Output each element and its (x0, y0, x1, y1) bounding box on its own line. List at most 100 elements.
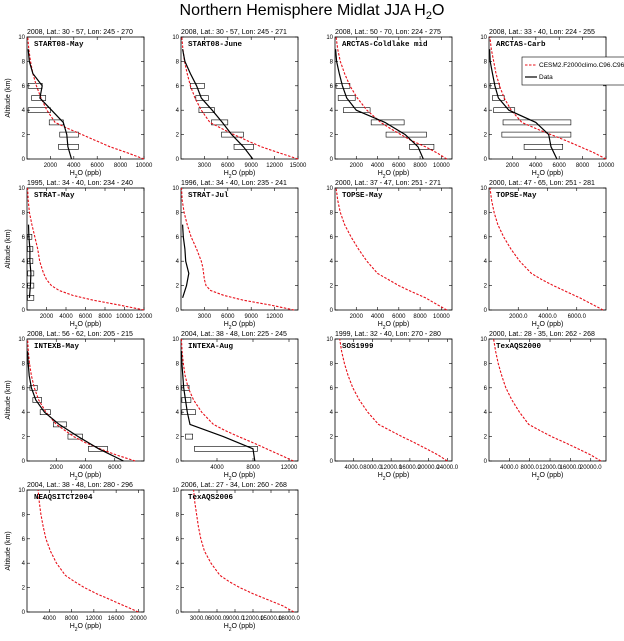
x-axis-label: H2O (ppb) (532, 472, 564, 482)
data-line (182, 49, 254, 160)
y-tick-label: 0 (330, 157, 334, 163)
y-tick-label: 0 (22, 308, 26, 314)
x-tick-label: 4000 (43, 616, 57, 622)
plot-frame (26, 36, 145, 160)
y-tick-label: 8 (176, 59, 180, 65)
y-tick-label: 6 (176, 235, 180, 241)
y-tick-label: 0 (22, 610, 26, 616)
data-range-box (501, 131, 572, 138)
y-tick-label: 6 (22, 386, 26, 392)
y-tick-label: 0 (22, 157, 26, 163)
subplot-name: ARCTAS-Coldlake mid (342, 41, 428, 49)
subplot: 2008, Lat.: 30 - 57, Lon: 245 - 270 0 2 4 6 8… (5, 29, 153, 180)
y-tick-label: 6 (22, 84, 26, 90)
data-range-box (27, 107, 51, 113)
y-tick-label: 10 (326, 337, 333, 343)
data-range-box (53, 421, 67, 428)
x-tick-label: 10000 (116, 314, 133, 320)
x-tick-label: 12000 (136, 314, 153, 320)
subplot-header: 2004, Lat.: 38 - 48, Lon: 280 - 296 (27, 482, 133, 489)
subplot: 2000, Lat.: 37 - 47, Lon: 251 - 271 0 2 4 6 8… (326, 180, 453, 331)
x-axis-label: H2O (ppb) (378, 170, 410, 180)
x-tick-label: 2000 (40, 314, 54, 320)
y-tick-label: 2 (22, 586, 26, 592)
x-tick-label: 10000 (598, 163, 615, 169)
x-tick-label: 6000.0 (208, 616, 227, 622)
data-range-box (370, 119, 405, 126)
subplot-name: TexAQS2000 (496, 343, 542, 351)
model-line (27, 338, 136, 462)
x-tick-label: 8000.0 (521, 465, 540, 471)
x-tick-label: 12000.0 (242, 616, 264, 622)
y-tick-label: 0 (484, 308, 488, 314)
y-tick-label: 6 (176, 84, 180, 90)
subplot: 2004, Lat.: 38 - 48, Lon: 225 - 245 0 2 4 6 8… (172, 331, 299, 482)
y-tick-label: 4 (176, 108, 180, 114)
x-tick-label: 4000.0 (538, 314, 557, 320)
data-range-box (181, 384, 190, 391)
y-tick-label: 6 (176, 386, 180, 392)
y-axis-label: Altitude (km) (5, 229, 12, 268)
y-axis-label: Altitude (km) (5, 380, 12, 419)
subplot-name: TOPSE-May (496, 192, 537, 200)
model-line (335, 36, 447, 160)
y-tick-label: 4 (330, 108, 334, 114)
y-tick-label: 8 (484, 59, 488, 65)
x-axis-label: H2O (ppb) (70, 472, 102, 482)
x-tick-label: 8000 (65, 616, 79, 622)
y-tick-label: 4 (484, 410, 488, 416)
data-line (335, 49, 424, 160)
subplot-name: STRAT-Jul (188, 192, 229, 200)
y-tick-label: 2 (484, 133, 488, 139)
y-tick-label: 6 (176, 537, 180, 543)
x-axis-label: H2O (ppb) (224, 170, 256, 180)
y-tick-label: 10 (480, 337, 487, 343)
y-tick-label: 10 (18, 186, 25, 192)
figure-title-suffix: O (431, 2, 445, 19)
data-line (489, 49, 558, 160)
y-tick-label: 0 (484, 459, 488, 465)
x-tick-label: 2000 (506, 163, 520, 169)
y-tick-label: 8 (176, 210, 180, 216)
x-axis-label: H2O (ppb) (224, 472, 256, 482)
x-tick-label: 12000 (281, 465, 298, 471)
model-line (193, 489, 295, 613)
model-line (489, 36, 607, 160)
x-tick-label: 16000 (108, 616, 125, 622)
subplot-header: 2006, Lat.: 27 - 34, Lon: 260 - 268 (181, 482, 287, 489)
x-tick-label: 9000.0 (226, 616, 245, 622)
y-tick-label: 6 (484, 235, 488, 241)
x-tick-label: 8000 (413, 314, 427, 320)
y-tick-label: 6 (22, 235, 26, 241)
x-tick-label: 10000 (433, 314, 450, 320)
x-tick-label: 8000 (114, 163, 128, 169)
x-tick-label: 18000.0 (278, 616, 300, 622)
x-tick-label: 6000.0 (568, 314, 587, 320)
subplot-header: 2008, Lat.: 30 - 57, Lon: 245 - 271 (181, 29, 287, 36)
y-tick-label: 4 (176, 410, 180, 416)
x-tick-label: 2000 (350, 314, 364, 320)
data-range-box (233, 144, 254, 150)
legend: CESM2.F2000climo.C96.C96.mg17.m Data (521, 56, 624, 86)
y-tick-label: 6 (330, 386, 334, 392)
x-tick-label: 4000.0 (500, 465, 519, 471)
x-tick-label: 6000 (221, 314, 235, 320)
x-axis-label: H2O (ppb) (224, 623, 256, 633)
y-tick-label: 4 (330, 410, 334, 416)
subplot-header: 1995, Lat.: 34 - 40, Lon: 234 - 240 (27, 180, 133, 187)
model-line (27, 36, 145, 160)
y-tick-label: 2 (330, 133, 334, 139)
y-tick-label: 4 (22, 561, 26, 567)
x-tick-label: 12000 (86, 616, 103, 622)
y-tick-label: 8 (176, 361, 180, 367)
data-range-box (181, 409, 196, 416)
data-line (180, 351, 256, 462)
x-tick-label: 3000.0 (190, 616, 209, 622)
model-line (180, 187, 295, 311)
subplot-header: 1999, Lat.: 32 - 40, Lon: 270 - 280 (335, 331, 441, 338)
y-tick-label: 6 (330, 235, 334, 241)
x-tick-label: 9000 (245, 163, 259, 169)
x-tick-label: 12000 (266, 163, 283, 169)
y-tick-label: 4 (22, 410, 26, 416)
plot-frame (180, 489, 299, 613)
